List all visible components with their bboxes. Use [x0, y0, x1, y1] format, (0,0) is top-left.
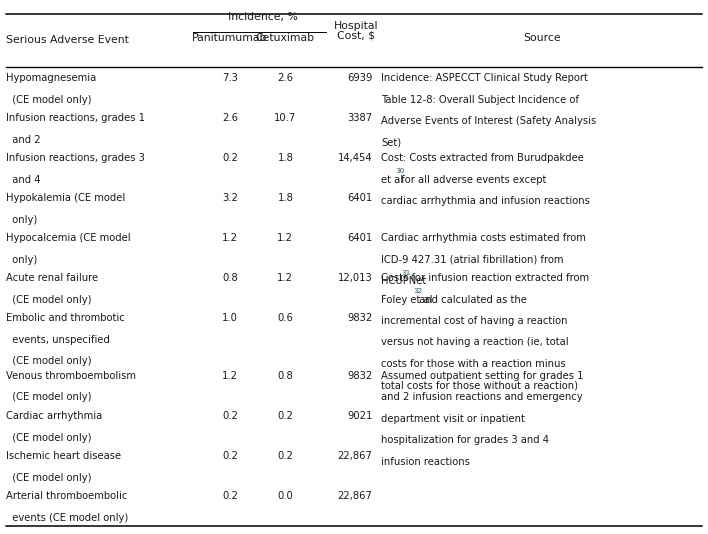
- Text: (CE model only): (CE model only): [6, 95, 91, 105]
- Text: 10.7: 10.7: [274, 113, 297, 123]
- Text: 1.2: 1.2: [222, 233, 238, 244]
- Text: 32: 32: [413, 288, 423, 294]
- Text: 9832: 9832: [347, 313, 372, 324]
- Text: events (CE model only): events (CE model only): [6, 513, 128, 523]
- Text: Cost: Costs extracted from Burudpakdee: Cost: Costs extracted from Burudpakdee: [381, 153, 584, 163]
- Text: and 2 infusion reactions and emergency: and 2 infusion reactions and emergency: [381, 392, 583, 403]
- Text: Serious Adverse Event: Serious Adverse Event: [6, 35, 129, 45]
- Text: Table 12-8: Overall Subject Incidence of: Table 12-8: Overall Subject Incidence of: [381, 95, 579, 105]
- Text: 1.0: 1.0: [222, 313, 238, 324]
- Text: Cardiac arrhythmia: Cardiac arrhythmia: [6, 411, 102, 421]
- Text: Venous thromboembolism: Venous thromboembolism: [6, 371, 136, 381]
- Text: Hypocalcemia (CE model: Hypocalcemia (CE model: [6, 233, 130, 244]
- Text: Embolic and thrombotic: Embolic and thrombotic: [6, 313, 125, 324]
- Text: 0.2: 0.2: [222, 491, 238, 501]
- Text: 0.2: 0.2: [222, 411, 238, 421]
- Text: 3387: 3387: [348, 113, 372, 123]
- Text: et al: et al: [381, 175, 403, 185]
- Text: Costs for infusion reaction extracted from: Costs for infusion reaction extracted fr…: [381, 273, 589, 284]
- Text: only): only): [6, 215, 37, 225]
- Text: versus not having a reaction (ie, total: versus not having a reaction (ie, total: [381, 337, 569, 348]
- Text: (CE model only): (CE model only): [6, 433, 91, 443]
- Text: events, unspecified: events, unspecified: [6, 335, 110, 345]
- Text: 7.3: 7.3: [222, 73, 238, 83]
- Text: and 2: and 2: [6, 135, 40, 145]
- Text: 0.8: 0.8: [278, 371, 293, 381]
- Text: Incidence, %: Incidence, %: [228, 12, 298, 22]
- Text: 1.8: 1.8: [278, 193, 293, 203]
- Text: Incidence: ASPECCT Clinical Study Report: Incidence: ASPECCT Clinical Study Report: [381, 73, 588, 83]
- Text: 12,013: 12,013: [338, 273, 372, 284]
- Text: Adverse Events of Interest (Safety Analysis: Adverse Events of Interest (Safety Analy…: [381, 116, 596, 126]
- Text: Cardiac arrhythmia costs estimated from: Cardiac arrhythmia costs estimated from: [381, 233, 586, 244]
- Text: Hospital: Hospital: [334, 21, 378, 32]
- Text: Infusion reactions, grades 3: Infusion reactions, grades 3: [6, 153, 144, 163]
- Text: 0.2: 0.2: [278, 411, 293, 421]
- Text: Cost, $: Cost, $: [337, 31, 375, 41]
- Text: infusion reactions: infusion reactions: [381, 457, 470, 467]
- Text: 22,867: 22,867: [338, 451, 372, 461]
- Text: 0.2: 0.2: [222, 451, 238, 461]
- Text: Infusion reactions, grades 1: Infusion reactions, grades 1: [6, 113, 144, 123]
- Text: (CE model only): (CE model only): [6, 295, 91, 305]
- Text: 1.2: 1.2: [278, 233, 293, 244]
- Text: cardiac arrhythmia and infusion reactions: cardiac arrhythmia and infusion reaction…: [381, 196, 590, 206]
- Text: Acute renal failure: Acute renal failure: [6, 273, 98, 284]
- Text: 6939: 6939: [347, 73, 372, 83]
- Text: 9832: 9832: [347, 371, 372, 381]
- Text: Panitumumab: Panitumumab: [193, 33, 268, 43]
- Text: Source: Source: [523, 33, 561, 43]
- Text: 2.6: 2.6: [278, 73, 293, 83]
- Text: 1.8: 1.8: [278, 153, 293, 163]
- Text: 0.8: 0.8: [222, 273, 238, 284]
- Text: 31: 31: [401, 270, 411, 276]
- Text: 22,867: 22,867: [338, 491, 372, 501]
- Text: Cetuximab: Cetuximab: [256, 33, 315, 43]
- Text: 30: 30: [396, 168, 405, 174]
- Text: 2.6: 2.6: [222, 113, 238, 123]
- Text: Foley et al: Foley et al: [381, 295, 433, 305]
- Text: 9021: 9021: [347, 411, 372, 421]
- Text: Assumed outpatient setting for grades 1: Assumed outpatient setting for grades 1: [381, 371, 583, 381]
- Text: incremental cost of having a reaction: incremental cost of having a reaction: [381, 316, 567, 326]
- Text: Hypokalemia (CE model: Hypokalemia (CE model: [6, 193, 125, 203]
- Text: 1.2: 1.2: [278, 273, 293, 284]
- Text: for all adverse events except: for all adverse events except: [398, 175, 547, 185]
- Text: 1.2: 1.2: [222, 371, 238, 381]
- Text: 14,454: 14,454: [338, 153, 372, 163]
- Text: (CE model only): (CE model only): [6, 356, 91, 366]
- Text: 0.6: 0.6: [278, 313, 293, 324]
- Text: 0.2: 0.2: [222, 153, 238, 163]
- Text: HCUPNet: HCUPNet: [381, 276, 426, 286]
- Text: hospitalization for grades 3 and 4: hospitalization for grades 3 and 4: [381, 435, 549, 445]
- Text: 6401: 6401: [347, 233, 372, 244]
- Text: (CE model only): (CE model only): [6, 392, 91, 403]
- Text: 3.2: 3.2: [222, 193, 238, 203]
- Text: 0.0: 0.0: [278, 491, 293, 501]
- Text: (CE model only): (CE model only): [6, 473, 91, 483]
- Text: costs for those with a reaction minus: costs for those with a reaction minus: [381, 359, 566, 369]
- Text: Set): Set): [381, 137, 401, 147]
- Text: ICD-9 427.31 (atrial fibrillation) from: ICD-9 427.31 (atrial fibrillation) from: [381, 255, 564, 265]
- Text: department visit or inpatient: department visit or inpatient: [381, 414, 525, 424]
- Text: 0.2: 0.2: [278, 451, 293, 461]
- Text: and 4: and 4: [6, 175, 40, 185]
- Text: 6401: 6401: [347, 193, 372, 203]
- Text: total costs for those without a reaction): total costs for those without a reaction…: [381, 380, 578, 390]
- Text: only): only): [6, 255, 37, 265]
- Text: Hypomagnesemia: Hypomagnesemia: [6, 73, 96, 83]
- Text: Arterial thromboembolic: Arterial thromboembolic: [6, 491, 127, 501]
- Text: and calculated as the: and calculated as the: [416, 295, 527, 305]
- Text: Ischemic heart disease: Ischemic heart disease: [6, 451, 121, 461]
